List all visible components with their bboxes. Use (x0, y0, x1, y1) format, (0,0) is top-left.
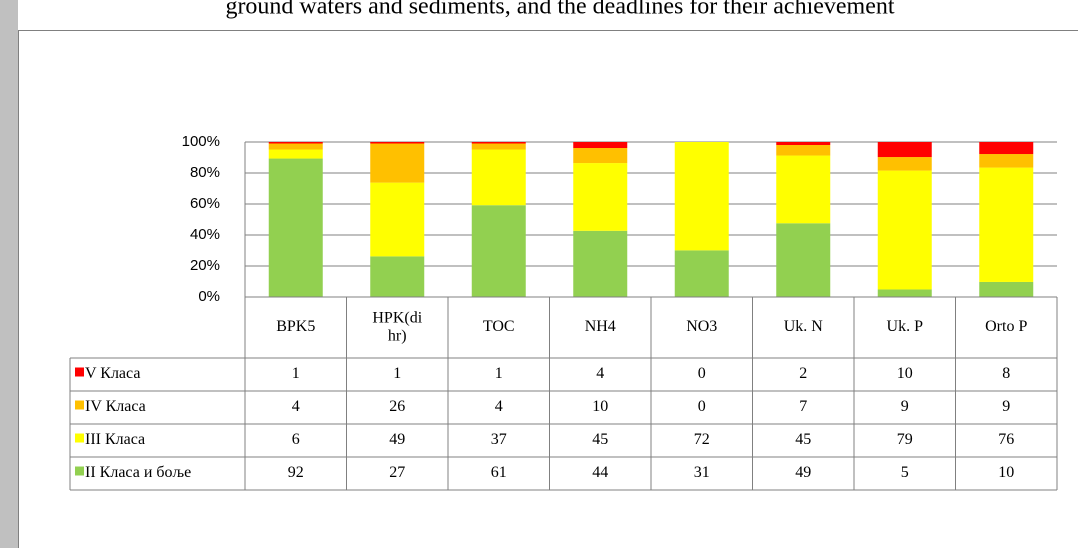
table-value: 76 (998, 431, 1014, 448)
bar-segment (268, 143, 323, 150)
y-tick-label: 20% (190, 257, 220, 274)
table-value: 61 (491, 464, 507, 481)
y-tick-label: 100% (182, 133, 220, 150)
table-value: 37 (491, 431, 507, 448)
table-value: 1 (495, 365, 503, 382)
bar-segment (573, 142, 628, 149)
bar-segment (674, 142, 729, 251)
table-value: 1 (393, 365, 401, 382)
y-tick-label: 60% (190, 195, 220, 212)
bar-segment (471, 142, 526, 144)
category-label: NH4 (585, 318, 616, 335)
bar-segment (979, 167, 1034, 282)
bar-segment (573, 163, 628, 231)
legend-swatch (75, 367, 84, 377)
legend-swatch (75, 400, 84, 410)
bar-segment (674, 250, 729, 297)
bar-segment (471, 149, 526, 206)
table-value: 4 (292, 398, 300, 415)
bar-segment (370, 182, 425, 257)
legend-swatch (75, 466, 84, 476)
table-value: 45 (592, 431, 608, 448)
legend-label: II Класа и боље (85, 464, 191, 481)
category-label: BPK5 (276, 318, 315, 335)
bar-segment (573, 148, 628, 164)
table-value: 9 (901, 398, 909, 415)
bar-segment (877, 157, 932, 171)
table-value: 92 (288, 464, 304, 481)
table-value: 79 (897, 431, 913, 448)
table-value: 9 (1002, 398, 1010, 415)
table-value: 45 (795, 431, 811, 448)
side-strip (0, 0, 18, 548)
bar-segment (776, 223, 831, 297)
table-value: 1 (292, 365, 300, 382)
table-value: 6 (292, 431, 300, 448)
bar-segment (776, 142, 831, 146)
table-value: 49 (795, 464, 811, 481)
category-label: Uk. P (887, 318, 924, 335)
y-tick-label: 80% (190, 164, 220, 181)
table-value: 27 (389, 464, 405, 481)
category-label: NO3 (686, 318, 717, 335)
bar-segment (979, 154, 1034, 168)
bar-segment (370, 143, 425, 183)
bar-segment (979, 281, 1034, 297)
table-value: 0 (698, 365, 706, 382)
table-value: 4 (596, 365, 604, 382)
table-value: 31 (694, 464, 710, 481)
table-value: 44 (592, 464, 608, 481)
category-label: Uk. N (784, 318, 824, 335)
legend-swatch (75, 433, 84, 443)
category-label: Orto P (985, 318, 1027, 335)
bar-segment (268, 142, 323, 144)
table-value: 72 (694, 431, 710, 448)
table-value: 10 (897, 365, 913, 382)
legend-label: III Класа (85, 431, 145, 448)
caption: ground waters and sediments, and the dea… (225, 0, 894, 20)
table-value: 26 (389, 398, 405, 415)
table-value: 49 (389, 431, 405, 448)
table-value: 8 (1002, 365, 1010, 382)
category-label: TOC (483, 318, 515, 335)
legend-label: V Класа (85, 365, 140, 382)
table-value: 2 (799, 365, 807, 382)
category-label: HPK(di hr) (372, 309, 422, 344)
bar-segment (471, 205, 526, 297)
bar-segment (471, 143, 526, 150)
table-value: 0 (698, 398, 706, 415)
bar-segment (877, 170, 932, 290)
table-value: 10 (592, 398, 608, 415)
table-value: 10 (998, 464, 1014, 481)
table-value: 5 (901, 464, 909, 481)
y-tick-label: 0% (198, 288, 220, 305)
bar-segment (877, 142, 932, 158)
bar-segment (370, 142, 425, 144)
bar-segment (268, 158, 323, 297)
bar-segment (877, 289, 932, 297)
bar-segment (573, 230, 628, 297)
table-value: 7 (799, 398, 807, 415)
table-value: 4 (495, 398, 503, 415)
bar-segment (979, 142, 1034, 155)
bar-segment (776, 145, 831, 156)
bar-segment (776, 155, 831, 224)
legend-label: IV Класа (85, 398, 146, 415)
y-tick-label: 40% (190, 226, 220, 243)
bar-segment (370, 256, 425, 297)
bar-segment (268, 149, 323, 159)
